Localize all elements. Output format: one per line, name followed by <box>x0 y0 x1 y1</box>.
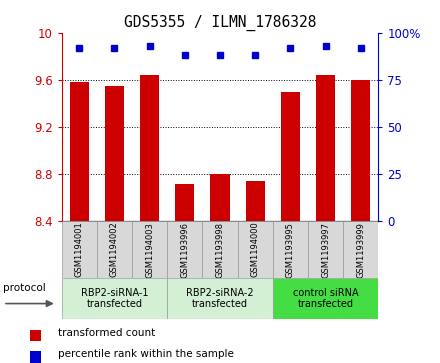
Text: GSM1193997: GSM1193997 <box>321 221 330 278</box>
Bar <box>105 86 124 221</box>
Bar <box>210 174 230 221</box>
Bar <box>30 351 40 363</box>
Text: RBP2-siRNA-1
transfected: RBP2-siRNA-1 transfected <box>81 288 148 309</box>
Bar <box>140 75 159 221</box>
Bar <box>62 221 97 278</box>
Bar <box>343 221 378 278</box>
Bar <box>30 330 40 341</box>
Text: GSM1193995: GSM1193995 <box>286 222 295 277</box>
Bar <box>273 278 378 319</box>
Bar <box>62 278 167 319</box>
Bar <box>97 221 132 278</box>
Text: GSM1193996: GSM1193996 <box>180 221 189 278</box>
Bar <box>351 80 370 221</box>
Title: GDS5355 / ILMN_1786328: GDS5355 / ILMN_1786328 <box>124 15 316 31</box>
Bar <box>273 221 308 278</box>
Bar <box>167 221 202 278</box>
Bar <box>308 221 343 278</box>
Text: percentile rank within the sample: percentile rank within the sample <box>58 350 234 359</box>
Text: transformed count: transformed count <box>58 328 155 338</box>
Text: GSM1194003: GSM1194003 <box>145 222 154 277</box>
Text: GSM1194002: GSM1194002 <box>110 222 119 277</box>
Bar <box>316 75 335 221</box>
Bar <box>70 82 89 221</box>
Bar <box>167 278 273 319</box>
Bar <box>238 221 273 278</box>
Text: protocol: protocol <box>3 283 46 293</box>
Text: control siRNA
transfected: control siRNA transfected <box>293 288 359 309</box>
Text: RBP2-siRNA-2
transfected: RBP2-siRNA-2 transfected <box>186 288 254 309</box>
Text: GSM1194001: GSM1194001 <box>75 222 84 277</box>
Bar <box>132 221 167 278</box>
Text: GSM1193998: GSM1193998 <box>216 221 224 278</box>
Text: GSM1194000: GSM1194000 <box>251 222 260 277</box>
Bar <box>246 181 265 221</box>
Bar <box>202 221 238 278</box>
Bar <box>175 184 194 221</box>
Text: GSM1193999: GSM1193999 <box>356 222 365 277</box>
Bar <box>281 91 300 221</box>
